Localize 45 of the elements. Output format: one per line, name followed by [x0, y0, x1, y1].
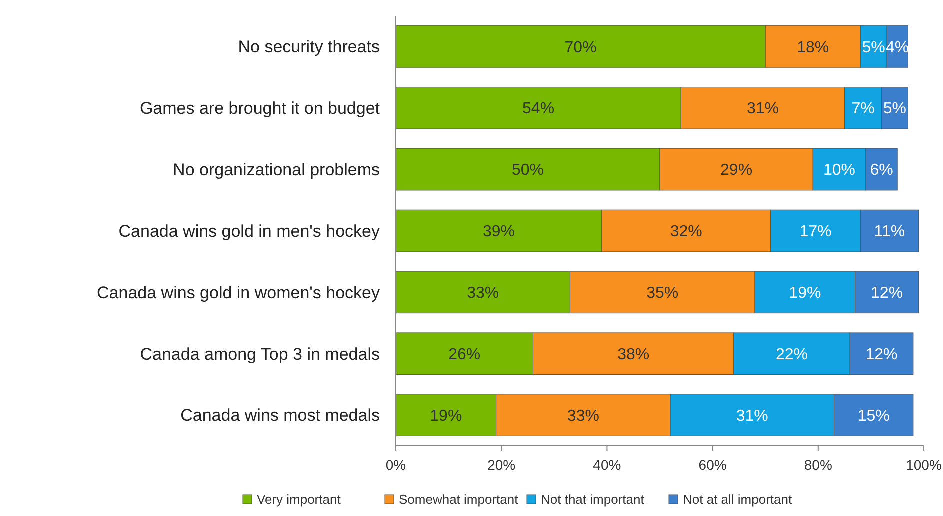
data-label: 6% — [870, 162, 894, 180]
y-tick-label: Canada wins most medals — [180, 406, 380, 426]
data-label: 26% — [448, 346, 481, 364]
legend-label: Not at all important — [683, 492, 792, 507]
data-label: 12% — [866, 346, 898, 364]
data-label: 35% — [646, 285, 679, 302]
data-label: 70% — [564, 39, 597, 56]
y-tick-label: Canada wins gold in women's hockey — [97, 283, 380, 302]
x-tick-label: 0% — [386, 457, 406, 473]
legend-label: Very important — [257, 492, 342, 507]
data-label: 54% — [522, 100, 555, 118]
x-tick-label: 60% — [698, 457, 727, 473]
data-label: 11% — [874, 224, 906, 241]
data-label: 29% — [720, 162, 753, 180]
data-label: 19% — [430, 408, 462, 425]
data-label: 4% — [886, 39, 910, 56]
data-label: 7% — [852, 100, 875, 118]
y-tick-label: No organizational problems — [173, 160, 380, 180]
data-label: 18% — [797, 39, 830, 56]
x-tick-label: 20% — [488, 457, 516, 473]
legend-label: Somewhat important — [399, 492, 519, 507]
data-label: 39% — [482, 224, 515, 241]
x-tick-label: 40% — [593, 457, 622, 473]
data-label: 22% — [776, 346, 808, 364]
x-tick-label: 100% — [906, 457, 942, 473]
data-label: 38% — [618, 346, 650, 364]
data-label: 50% — [512, 162, 544, 180]
data-label: 32% — [670, 224, 702, 241]
y-tick-label: Canada among Top 3 in medals — [140, 344, 380, 364]
data-label: 10% — [824, 162, 856, 180]
data-label: 19% — [789, 285, 822, 302]
data-label: 33% — [467, 285, 500, 302]
data-label: 31% — [736, 408, 768, 425]
y-tick-label: Canada wins gold in men's hockey — [118, 222, 380, 241]
data-label: 5% — [862, 39, 886, 56]
legend-label: Not that important — [541, 492, 645, 507]
data-label: 15% — [858, 408, 890, 425]
x-tick-label: 80% — [804, 457, 832, 473]
data-label: 5% — [883, 100, 907, 118]
data-label: 17% — [800, 224, 832, 241]
data-label: 12% — [871, 285, 904, 302]
data-label: 31% — [746, 100, 779, 118]
y-tick-label: No security threats — [238, 38, 380, 57]
y-tick-label: Games are brought it on budget — [140, 99, 380, 118]
data-label: 33% — [567, 408, 600, 425]
